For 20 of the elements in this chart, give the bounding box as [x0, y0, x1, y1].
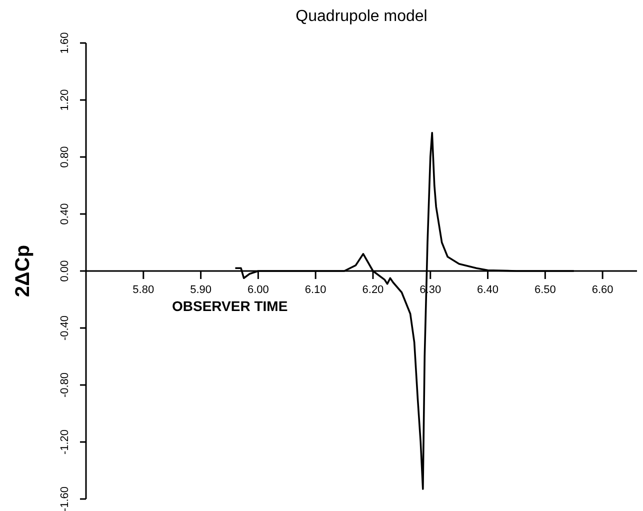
x-tick-label: 6.40 — [477, 284, 498, 296]
y-tick-label: 1.20 — [59, 89, 71, 111]
x-tick-label: 6.10 — [304, 284, 326, 296]
y-tick-label: -0.80 — [59, 372, 71, 398]
x-tick-label: 6.20 — [362, 284, 384, 296]
y-tick-label: -0.40 — [59, 315, 71, 341]
x-tick-label: 5.90 — [190, 284, 212, 296]
y-tick-label: -1.20 — [59, 429, 71, 455]
y-tick-label: 0.80 — [59, 146, 71, 168]
y-tick-label: 1.60 — [59, 32, 71, 54]
x-axis-title: OBSERVER TIME — [172, 298, 288, 314]
x-tick-label: 6.50 — [534, 284, 556, 296]
y-tick-label: -1.60 — [59, 486, 71, 511]
x-tick-label: 6.00 — [247, 284, 269, 296]
x-tick-label: 6.60 — [592, 284, 614, 296]
x-tick-label: 5.80 — [132, 284, 154, 296]
y-tick-label: 0.40 — [59, 203, 71, 225]
y-axis-title: 2ΔCp — [12, 244, 34, 298]
y-tick-label: 0.00 — [59, 260, 71, 282]
chart-title: Quadrupole model — [294, 8, 428, 26]
